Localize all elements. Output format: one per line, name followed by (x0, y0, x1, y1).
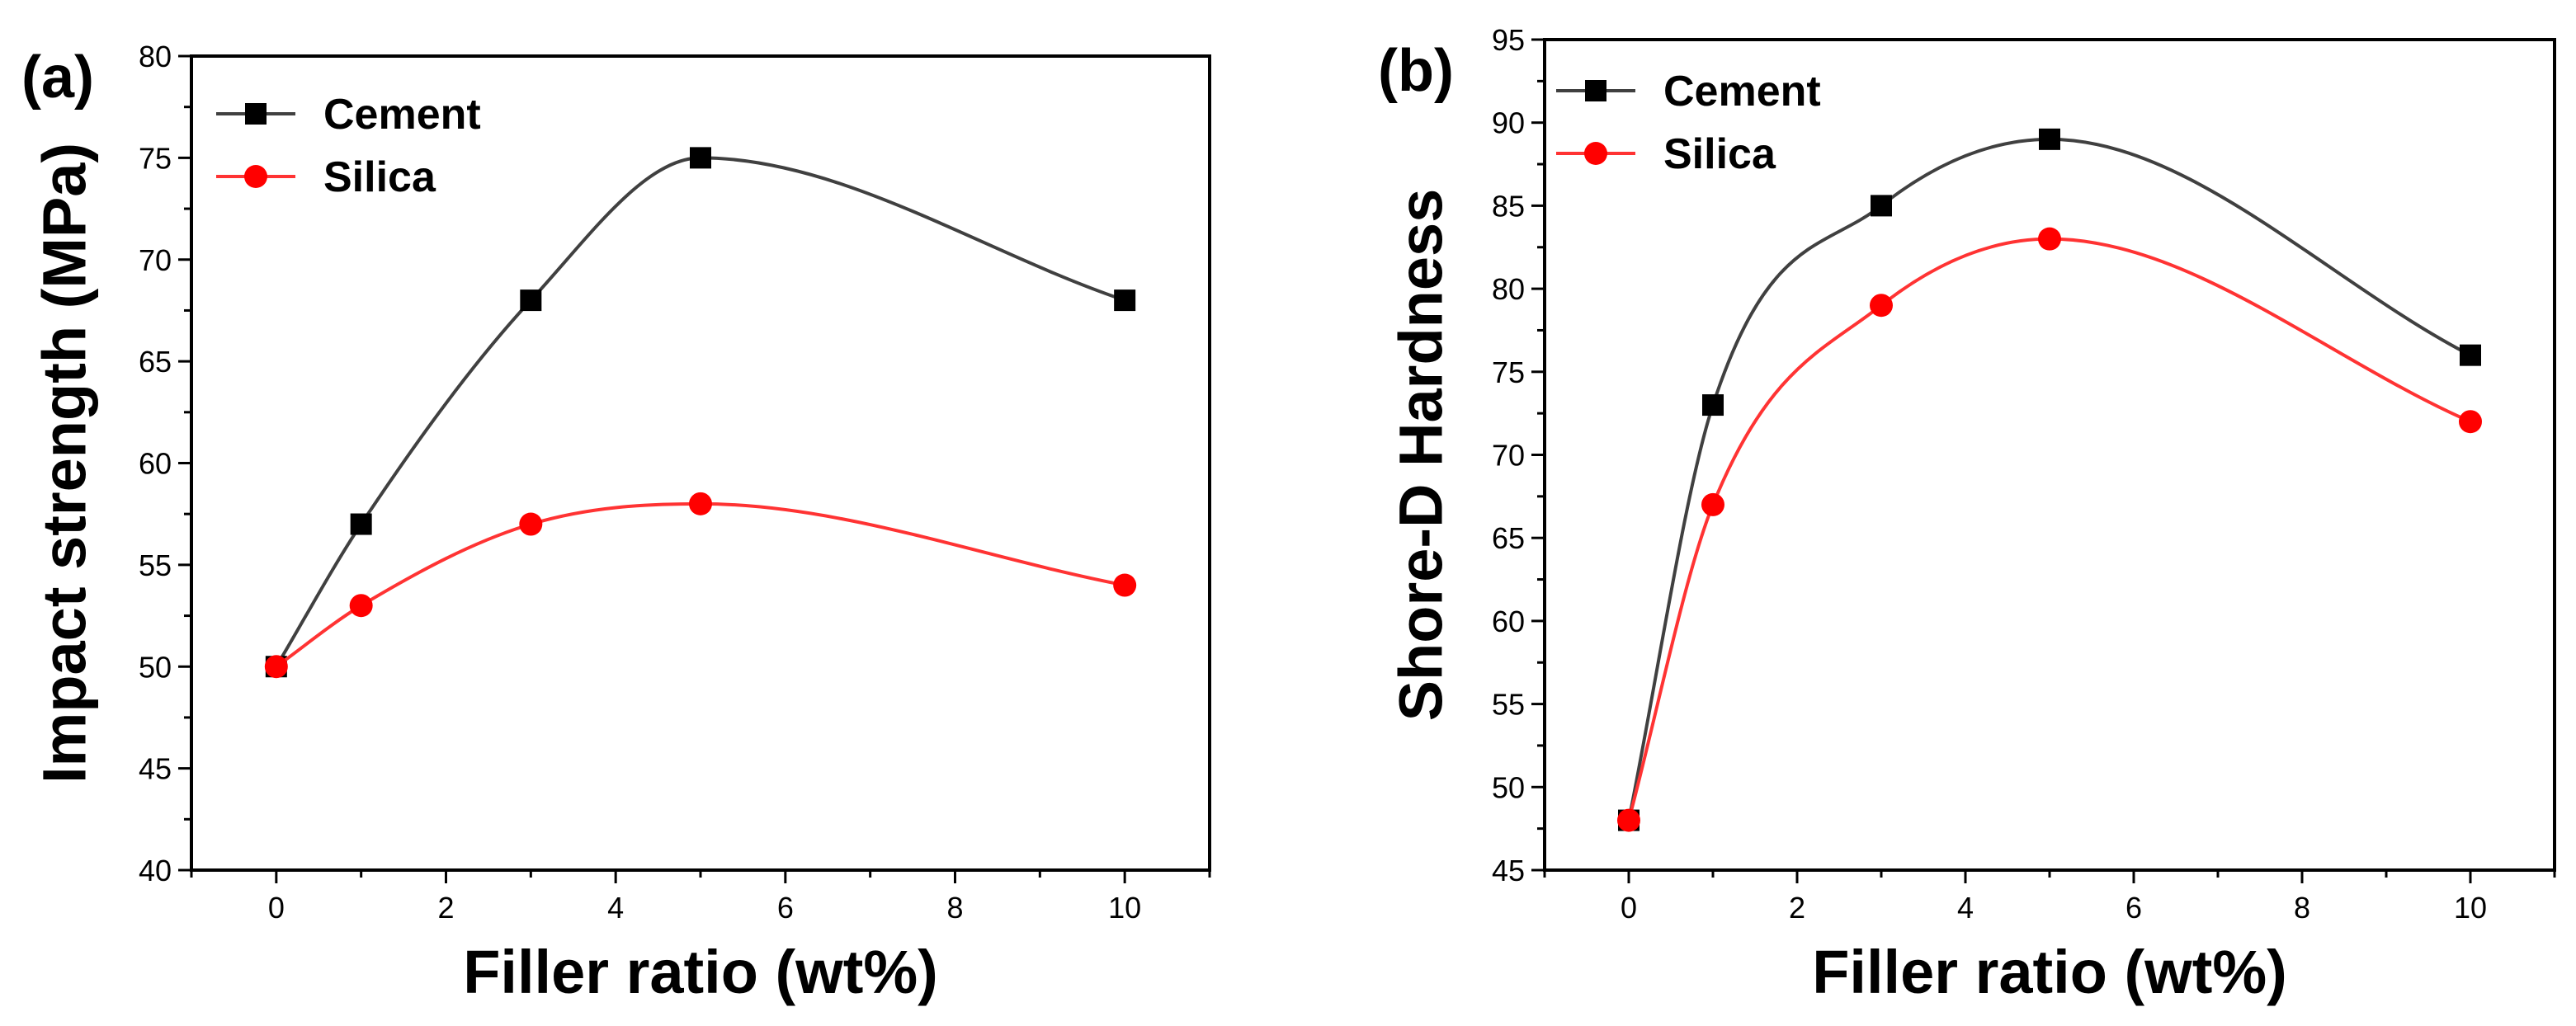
x-tick-label: 10 (1108, 891, 1141, 925)
data-point (2038, 227, 2061, 251)
x-tick-label: 4 (607, 891, 624, 925)
y-tick-label: 45 (1492, 854, 1525, 887)
x-tick-label: 6 (2125, 891, 2142, 925)
chart-panel-2: 0 2 4 6 8 10 45 50 55 60 65 70 75 80 85 90 95 Filler rati… (1378, 23, 2556, 1006)
x-tick-label: 8 (2294, 891, 2310, 925)
chart-panel-1: 0 2 4 6 8 10 40 45 50 55 60 65 70 75 80 Filler ratio (w… (21, 40, 1211, 1006)
legend-label: Silica (323, 153, 436, 201)
data-point (1114, 289, 1136, 312)
series-silica (264, 492, 1137, 679)
legend-label: Silica (1663, 130, 1776, 178)
data-point (1113, 573, 1137, 597)
x-axis-title: Filler ratio (wt%) (463, 938, 938, 1006)
data-point (1870, 294, 1893, 318)
legend-entry: Cement (1556, 68, 1821, 115)
series-line (1627, 237, 2471, 821)
y-tick-label: 70 (1492, 439, 1525, 473)
y-tick-label: 85 (1492, 189, 1525, 223)
data-point (1701, 492, 1724, 516)
y-tick-label: 90 (1492, 106, 1525, 140)
y-axis-title: Shore-D Hardness (1387, 189, 1455, 722)
x-tick-label: 2 (437, 891, 454, 925)
panel-label: (b) (1378, 38, 1454, 104)
legend-marker (1584, 142, 1607, 165)
x-tick-label: 0 (1621, 891, 1637, 925)
x-tick-label: 10 (2454, 891, 2487, 925)
y-tick-label: 50 (1492, 770, 1525, 804)
y-tick-label: 60 (139, 447, 172, 481)
legend-marker (245, 103, 267, 125)
data-point (2460, 344, 2481, 366)
y-tick-label: 60 (1492, 605, 1525, 638)
panel-label: (a) (21, 45, 94, 111)
x-tick-label: 8 (946, 891, 963, 925)
y-tick-label: 55 (1492, 688, 1525, 722)
y-tick-label: 50 (139, 650, 172, 684)
data-point (520, 289, 542, 312)
series-cement (265, 147, 1136, 678)
data-point (1617, 808, 1640, 832)
legend-entry: Silica (1556, 130, 1776, 178)
data-point (2459, 410, 2482, 434)
y-axis-title: Impact strength (MPa) (31, 143, 99, 784)
data-point (349, 594, 373, 618)
x-tick-label: 6 (777, 891, 794, 925)
y-tick-label: 80 (1492, 272, 1525, 306)
data-point (264, 655, 288, 679)
data-point (689, 492, 712, 515)
y-tick-label: 70 (139, 243, 172, 277)
x-axis-title: Filler ratio (wt%) (1812, 938, 2287, 1006)
data-point (1871, 195, 1892, 217)
legend-entry: Silica (216, 153, 436, 201)
data-point (1702, 394, 1724, 417)
data-point (519, 512, 543, 536)
series-silica (1617, 227, 2482, 832)
legend-marker (244, 165, 267, 188)
y-tick-label: 75 (1492, 355, 1525, 389)
series-line (275, 156, 1125, 668)
y-tick-label: 65 (139, 345, 172, 379)
legend-label: Cement (323, 91, 481, 139)
data-point (350, 513, 372, 535)
legend-entry: Cement (216, 91, 481, 139)
x-tick-label: 4 (1957, 891, 1974, 925)
y-tick-label: 80 (139, 40, 172, 73)
y-tick-label: 75 (139, 141, 172, 175)
legend-marker (1585, 80, 1606, 101)
legend-label: Cement (1663, 68, 1821, 115)
y-tick-label: 95 (1492, 23, 1525, 57)
y-tick-label: 45 (139, 752, 172, 786)
x-tick-label: 2 (1789, 891, 1805, 925)
series-line (275, 501, 1125, 668)
x-tick-label: 0 (268, 891, 285, 925)
data-point (2039, 128, 2060, 150)
y-tick-label: 40 (139, 854, 172, 887)
data-point (690, 147, 711, 169)
y-tick-label: 65 (1492, 521, 1525, 555)
y-tick-label: 55 (139, 548, 172, 582)
